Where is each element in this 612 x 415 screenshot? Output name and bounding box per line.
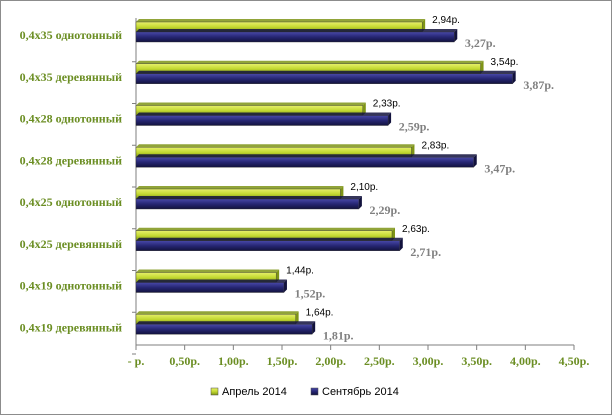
bar-series-1 (135, 31, 455, 43)
bar-side-face (480, 60, 484, 74)
bar-top-face (136, 112, 392, 116)
x-tick-label: - р. (128, 354, 145, 368)
x-tick-label: 0,50р. (169, 354, 200, 368)
bar-series-1 (135, 115, 389, 126)
data-label-series-0: 2,10р. (350, 182, 378, 193)
bar-top-face (136, 269, 280, 273)
data-label-series-1: 1,81р. (323, 328, 354, 342)
bar-top-face (136, 186, 344, 189)
category-label: 0,4x28 однотонный (20, 112, 122, 126)
bar-series-1 (135, 240, 400, 251)
legend-label-series-0: Апрель 2014 (222, 386, 287, 398)
bar-side-face (422, 19, 426, 32)
bar-side-face (399, 237, 403, 251)
bar-side-face (454, 29, 458, 42)
data-label-series-0: 3,54р. (491, 57, 519, 68)
data-label-series-1: 3,47р. (484, 161, 515, 175)
bar-top-face (136, 29, 458, 32)
bar-top-face (136, 279, 287, 283)
x-tick-label: 2,00р. (315, 354, 346, 368)
x-tick-label: 4,00р. (510, 354, 541, 368)
bar-top-face (136, 321, 316, 325)
bar-series-1 (135, 198, 360, 210)
category-label: 0,4x19 однотонный (20, 279, 122, 293)
bar-top-face (136, 227, 395, 231)
bar-side-face (391, 227, 395, 241)
bar-side-face (283, 279, 287, 293)
bar-side-face (512, 70, 516, 84)
bar-top-face (136, 311, 299, 315)
data-label-series-0: 2,94р. (432, 15, 460, 26)
data-label-series-0: 1,64р. (306, 307, 334, 318)
data-label-series-1: 2,59р. (399, 120, 430, 134)
x-tick-label: 1,00р. (218, 354, 249, 368)
x-tick-label: 4,50р. (559, 354, 590, 368)
x-tick-label: 2,50р. (364, 354, 395, 368)
data-label-series-1: 2,29р. (370, 203, 401, 217)
data-label-series-0: 2,63р. (402, 224, 430, 235)
bar-side-face (340, 186, 344, 199)
x-tick-label: 3,00р. (413, 354, 444, 368)
bar-top-face (136, 237, 403, 241)
category-label: 0,4x25 деревянный (20, 237, 122, 251)
bar-top-face (136, 19, 426, 22)
category-label: 0,4x35 однотонный (20, 28, 122, 42)
bar-series-1 (135, 157, 474, 168)
bar-top-face (136, 154, 477, 158)
bar-series-1 (135, 282, 285, 293)
data-label-series-0: 2,83р. (421, 140, 449, 151)
plot-area: - р. 0,50р. 1,00р. 1,50р. 2,00р. 2,50р. 3,00р.… (20, 15, 590, 368)
bar-series-1 (135, 73, 513, 84)
bar-side-face (312, 321, 316, 335)
category-label: 0,4x25 однотонный (20, 195, 122, 209)
data-label-series-1: 3,87р. (523, 78, 554, 92)
bar-side-face (358, 196, 362, 209)
data-label-series-0: 2,33р. (373, 99, 401, 110)
bar-top-face (136, 196, 362, 199)
bar-side-face (388, 112, 392, 126)
bar-top-face (136, 60, 484, 64)
category-label: 0,4x28 деревянный (20, 153, 122, 167)
data-label-series-1: 3,27р. (465, 36, 496, 50)
bar-side-face (295, 311, 299, 325)
data-label-series-1: 2,71р. (410, 245, 441, 259)
bar-side-face (473, 154, 477, 168)
data-label-series-0: 1,44р. (286, 266, 314, 277)
legend-label-series-1: Сентябрь 2014 (322, 386, 399, 398)
bar-top-face (136, 144, 415, 148)
data-label-series-1: 1,52р. (295, 287, 326, 301)
x-tick-label: 3,50р. (461, 354, 492, 368)
bar-side-face (362, 102, 366, 116)
bar-top-face (136, 102, 366, 106)
legend-swatch-series-0 (210, 387, 219, 396)
bar-top-face (136, 70, 516, 74)
category-label: 0,4x19 деревянный (20, 320, 122, 334)
legend: Апрель 2014 Сентябрь 2014 (210, 386, 399, 398)
legend-swatch-series-1 (310, 387, 319, 396)
bar-side-face (411, 144, 415, 158)
bar-side-face (276, 269, 280, 283)
bar-series-1 (135, 324, 313, 335)
x-tick-label: 1,50р. (267, 354, 298, 368)
category-label: 0,4x35 деревянный (20, 70, 122, 84)
